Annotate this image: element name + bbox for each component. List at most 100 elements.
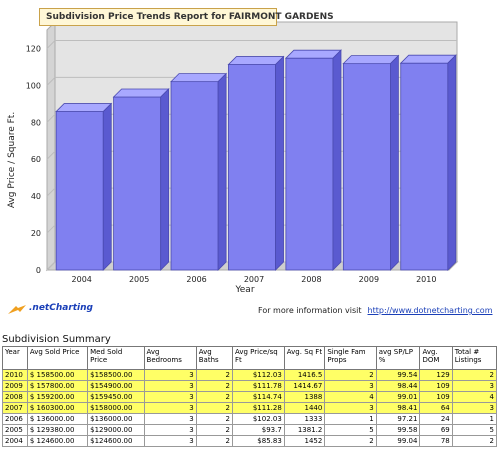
cell-bedrooms: 3 <box>143 424 197 436</box>
col-header-avg-sold-price: Avg Sold Price <box>26 346 89 370</box>
bar-top <box>342 55 400 65</box>
cell-sp-lp: 97.21 <box>375 413 421 425</box>
footer-info: For more information visit http://www.dot… <box>258 306 493 315</box>
summary-title: Subdivision Summary <box>2 334 111 345</box>
bar-front <box>113 96 162 271</box>
gridline-side <box>46 261 56 271</box>
bar-top <box>170 73 228 83</box>
cell-dom: 129 <box>419 369 453 381</box>
table-row: 2005 $ 129380.00 $129000.00 3 2 $93.7 1381.2 5 9… <box>2 424 498 436</box>
y-tick-label: 120 <box>26 44 41 53</box>
bar-front <box>285 57 334 271</box>
y-axis-label: Avg Price / Square Ft. <box>7 112 17 208</box>
cell-sp-lp: 98.41 <box>375 402 421 414</box>
cell-baths: 2 <box>195 413 233 425</box>
cell-single-fam: 2 <box>324 435 377 447</box>
x-tick-label: 2006 <box>186 275 206 284</box>
table-row: 2006 $ 136000.00 $136000.00 3 2 $102.03 1333 1 9… <box>2 413 498 425</box>
table-header-row: Year Avg Sold Price Med Sold Price Avg B… <box>2 346 498 370</box>
col-header-avg-bedrooms: Avg Bedrooms <box>143 346 197 370</box>
cell-med-sold: $136000.00 <box>87 413 145 425</box>
cell-price-sqft: $111.78 <box>231 380 285 392</box>
gridline-side <box>46 77 56 86</box>
y-tick-label: 60 <box>31 155 41 164</box>
cell-listings: 3 <box>451 380 498 392</box>
cell-sqft: 1333 <box>283 413 326 425</box>
cell-baths: 2 <box>195 435 233 447</box>
cell-year: 2004 <box>2 435 28 447</box>
gridline-side <box>46 187 56 197</box>
bar-side <box>390 54 399 271</box>
cell-price-sqft: $93.7 <box>231 424 285 436</box>
cell-listings: 5 <box>451 424 498 436</box>
cell-single-fam: 2 <box>324 369 377 381</box>
col-header-total-listings: Total # Listings <box>451 346 498 370</box>
x-tick-label: 2004 <box>72 275 92 284</box>
cell-sqft: 1414.67 <box>283 380 326 392</box>
table-row: 2009 $ 157800.00 $154900.00 3 2 $111.78 1414.6… <box>2 380 498 392</box>
bar-side <box>160 88 170 271</box>
cell-sqft: 1440 <box>283 402 326 414</box>
col-header-avg-baths: Avg Baths <box>195 346 233 370</box>
bar-2010 <box>399 54 457 271</box>
y-tick-label: 40 <box>31 192 41 201</box>
gridline-side <box>46 150 56 160</box>
cell-avg-sold: $ 136000.00 <box>26 413 89 425</box>
y-tick-label: 80 <box>31 118 41 127</box>
cell-year: 2009 <box>2 380 28 392</box>
cell-bedrooms: 3 <box>143 369 197 381</box>
cell-avg-sold: $ 160300.00 <box>26 402 89 414</box>
bar-side <box>275 55 284 271</box>
cell-sqft: 1381.2 <box>283 424 326 436</box>
cell-single-fam: 3 <box>324 380 377 392</box>
cell-bedrooms: 3 <box>143 435 197 447</box>
bar-side <box>217 72 227 271</box>
cell-price-sqft: $111.28 <box>231 402 285 414</box>
bar-top <box>227 56 285 65</box>
cell-listings: 2 <box>451 369 498 381</box>
cell-med-sold: $158000.00 <box>87 402 145 414</box>
bar-front <box>55 111 104 271</box>
x-axis-label: Year <box>234 285 254 295</box>
col-header-sp-lp: avg SP/LP % <box>375 346 421 370</box>
cell-med-sold: $159450.00 <box>87 391 145 403</box>
cell-med-sold: $158500.00 <box>87 369 145 381</box>
cell-year: 2010 <box>2 369 28 381</box>
col-header-avg-sqft: Avg. Sq Ft <box>283 346 326 370</box>
cell-bedrooms: 3 <box>143 380 197 392</box>
dotnetcharting-logo[interactable]: .netCharting <box>6 302 93 316</box>
cell-single-fam: 4 <box>324 391 377 403</box>
bar-front <box>170 81 219 271</box>
cell-single-fam: 3 <box>324 402 377 414</box>
gridline-side <box>46 40 56 49</box>
cell-avg-sold: $ 158500.00 <box>26 369 89 381</box>
col-header-single-fam-props: Single Fam Props <box>324 346 377 370</box>
summary-table-body: 2010 $ 158500.00 $158500.00 3 2 $112.03 1416.5… <box>2 369 498 447</box>
col-header-avg-dom: Avg. DOM <box>419 346 453 370</box>
x-tick-label: 2007 <box>244 275 264 284</box>
bar-side <box>447 54 457 271</box>
bar-side <box>332 49 342 271</box>
dotnetcharting-link[interactable]: http://www.dotnetcharting.com <box>367 306 493 315</box>
cell-listings: 4 <box>451 391 498 403</box>
cell-bedrooms: 3 <box>143 413 197 425</box>
cell-sp-lp: 99.58 <box>375 424 421 436</box>
cell-bedrooms: 3 <box>143 402 197 414</box>
cell-avg-sold: $ 124600.00 <box>26 435 89 447</box>
cell-listings: 3 <box>451 402 498 414</box>
table-row: 2004 $ 124600.00 $124600.00 3 2 $85.83 1452 2 99… <box>2 435 498 447</box>
cell-single-fam: 1 <box>324 413 377 425</box>
cell-single-fam: 5 <box>324 424 377 436</box>
logo-icon <box>8 305 26 314</box>
bar-front <box>228 64 276 271</box>
cell-dom: 78 <box>419 435 453 447</box>
cell-year: 2006 <box>2 413 28 425</box>
cell-baths: 2 <box>195 369 233 381</box>
cell-sp-lp: 99.54 <box>375 369 421 381</box>
bar-top <box>55 103 113 112</box>
cell-baths: 2 <box>195 424 233 436</box>
x-tick-label: 2005 <box>129 275 149 284</box>
bar-2009 <box>342 54 400 271</box>
summary-table: Year Avg Sold Price Med Sold Price Avg B… <box>2 346 498 447</box>
bars <box>55 49 457 271</box>
